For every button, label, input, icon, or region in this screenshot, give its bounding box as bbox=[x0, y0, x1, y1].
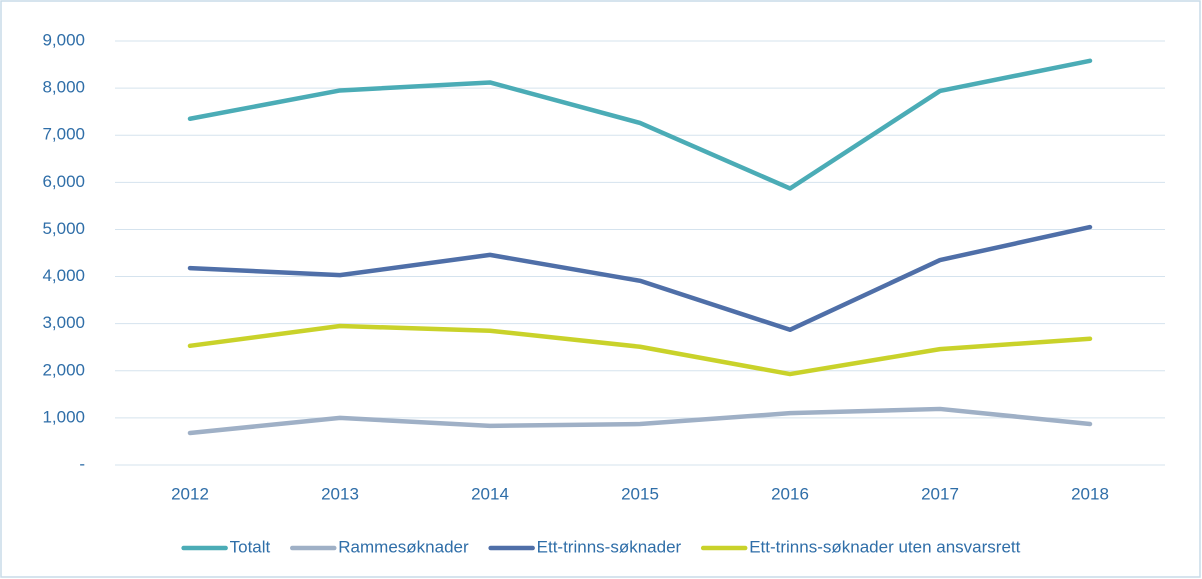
series-line bbox=[187, 323, 1093, 377]
x-tick-label: 2014 bbox=[471, 484, 509, 503]
x-tick-label: 2016 bbox=[771, 484, 809, 503]
y-tick-label: 8,000 bbox=[42, 78, 85, 97]
y-tick-label: 4,000 bbox=[42, 266, 85, 285]
y-tick-label: 9,000 bbox=[42, 30, 85, 49]
x-tick-label: 2015 bbox=[621, 484, 659, 503]
series-line bbox=[187, 224, 1093, 333]
series-line bbox=[187, 406, 1093, 436]
y-tick-label: 3,000 bbox=[42, 313, 85, 332]
y-tick-label: 7,000 bbox=[42, 125, 85, 144]
x-tick-label: 2018 bbox=[1071, 484, 1109, 503]
legend-label: Ett-trinns-søknader uten ansvarsrett bbox=[749, 537, 1020, 556]
x-tick-label: 2017 bbox=[921, 484, 959, 503]
x-tick-label: 2012 bbox=[171, 484, 209, 503]
y-tick-label: - bbox=[79, 454, 85, 473]
legend-label: Totalt bbox=[230, 537, 271, 556]
y-tick-label: 2,000 bbox=[42, 360, 85, 379]
legend-label: Ett-trinns-søknader bbox=[537, 537, 682, 556]
legend-label: Rammesøknader bbox=[338, 537, 469, 556]
series-line bbox=[187, 58, 1093, 191]
x-tick-label: 2013 bbox=[321, 484, 359, 503]
y-tick-label: 6,000 bbox=[42, 172, 85, 191]
y-tick-label: 1,000 bbox=[42, 407, 85, 426]
y-tick-label: 5,000 bbox=[42, 219, 85, 238]
